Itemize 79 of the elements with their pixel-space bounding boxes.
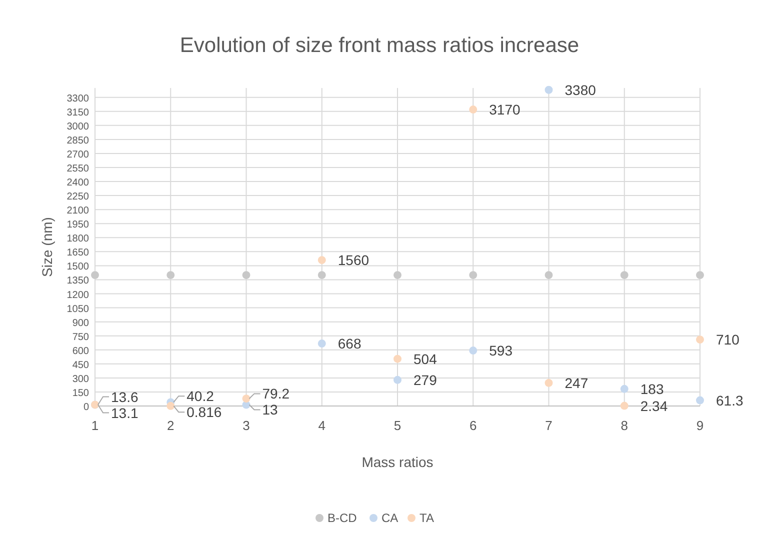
y-tick-label: 3000 [66,121,90,132]
data-label: 279 [414,372,438,388]
point [469,346,478,355]
y-tick-label: 300 [72,374,90,385]
y-tick-label: 3150 [66,107,90,118]
point [469,106,478,114]
data-label: 13.1 [111,404,138,421]
point [318,340,326,348]
y-tick-label: 1650 [66,248,90,259]
y-tick-label: 1200 [66,290,90,301]
data-label: 183 [640,380,664,397]
point [620,402,628,410]
x-tick-label: 2 [167,418,174,433]
data-label: 593 [489,342,513,359]
data-label: 13 [262,402,278,418]
data-label: 61.3 [716,392,744,408]
y-tick-label: 1350 [66,276,90,287]
data-label: 3380 [564,82,596,98]
point [544,86,553,94]
point [242,271,250,280]
point [242,394,250,403]
chart-title: Evolution of size front mass ratios increase [180,34,580,57]
point [91,271,99,280]
point [166,271,175,280]
x-tick-label: 1 [91,418,99,433]
y-tick-label: 150 [72,388,90,399]
y-tick-label: 2100 [66,206,90,217]
y-tick-label: 3300 [66,93,90,104]
data-label: 79.2 [262,386,290,402]
y-tick-label: 900 [72,318,90,329]
x-tick-label: 9 [696,418,704,433]
y-tick-label: 2400 [66,178,90,189]
data-label: 247 [564,374,588,391]
data-label: 1560 [338,252,370,268]
legend-label: B-CD [328,511,358,525]
y-axis-title: Size (nm) [39,217,55,277]
point [394,271,402,280]
point [544,271,553,280]
point [696,271,704,280]
x-tick-label: 3 [242,418,250,433]
point [696,396,704,404]
y-tick-label: 0 [83,402,90,413]
y-tick-label: 1500 [66,262,90,273]
y-tick-label: 2550 [66,164,90,174]
x-tick-label: 7 [545,418,552,433]
y-tick-label: 1950 [66,220,90,231]
y-tick-label: 750 [72,332,90,343]
y-tick-label: 450 [72,360,90,371]
point [544,378,553,387]
point [318,271,326,280]
point [394,376,402,384]
point [394,354,402,363]
data-label: 0.816 [186,404,222,420]
data-label: 710 [716,332,740,348]
y-tick-label: 2250 [66,192,90,203]
point [166,402,175,410]
x-tick-label: 5 [394,418,402,433]
x-axis-title: Mass ratios [362,454,434,470]
point [696,336,704,344]
point [620,384,628,393]
data-label: 668 [338,336,362,352]
point [620,271,628,280]
y-tick-label: 2700 [66,149,90,160]
x-tick-label: 8 [620,418,628,433]
data-label: 40.2 [186,388,214,404]
y-tick-label: 600 [72,346,90,357]
y-tick-label: 1050 [66,304,90,315]
x-tick-label: 6 [470,418,477,433]
y-tick-label: 1800 [66,234,90,245]
point [318,256,326,264]
point [469,271,478,280]
legend-label: CA [382,511,398,525]
data-label: 504 [414,350,438,367]
data-label: 3170 [489,102,520,118]
data-label: 2.34 [640,398,668,414]
data-label: 13.6 [111,388,138,405]
y-tick-label: 2850 [66,135,90,146]
legend-label: TA [420,511,434,525]
x-tick-label: 4 [318,418,326,433]
